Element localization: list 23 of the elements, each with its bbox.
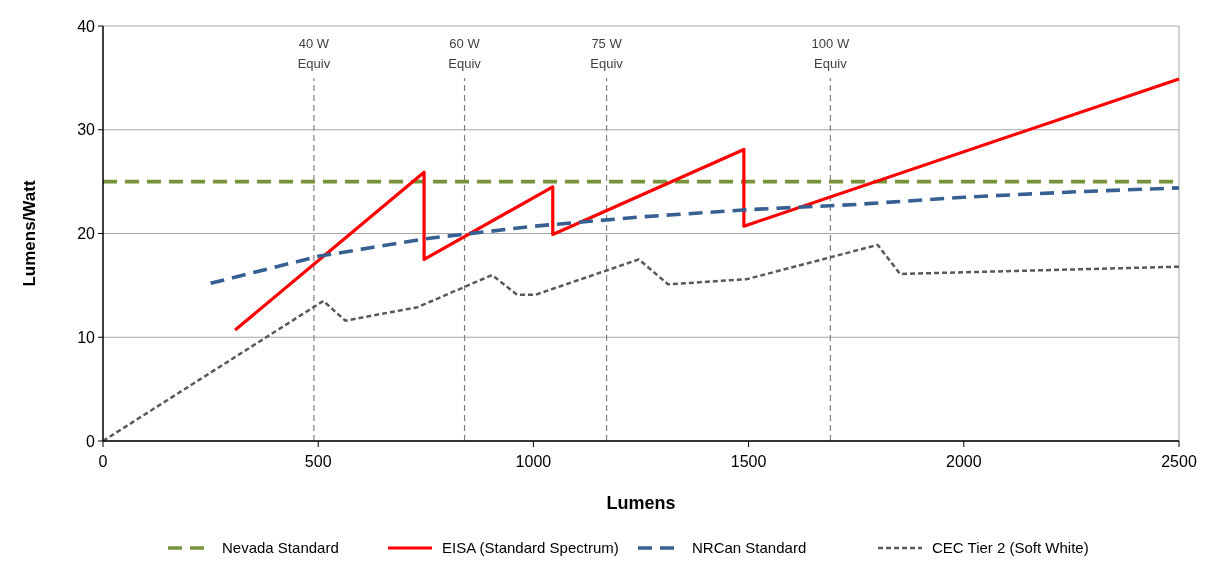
ref-line-label: 100 W Equiv <box>811 36 850 71</box>
y-axis-title: Lumens/Watt <box>20 180 39 287</box>
x-axis-title: Lumens <box>606 493 676 513</box>
x-tick-label: 1000 <box>515 453 552 470</box>
x-tick-label: 2000 <box>946 453 982 470</box>
legend-label: EISA (Standard Spectrum) <box>442 539 619 556</box>
y-tick-label: 40 <box>77 17 96 35</box>
ref-line-label: 40 W Equiv <box>297 36 331 71</box>
y-tick-label: 30 <box>77 121 96 139</box>
ref-line-label: 75 W Equiv <box>590 36 624 71</box>
y-tick-label: 10 <box>77 328 96 346</box>
y-tick-label: 20 <box>77 225 96 243</box>
x-tick-label: 1500 <box>730 453 767 470</box>
line-series <box>233 77 1181 332</box>
x-tick-label: 0 <box>98 453 108 470</box>
line-series <box>208 186 1181 286</box>
legend-label: CEC Tier 2 (Soft White) <box>932 539 1089 556</box>
y-tick-label: 0 <box>86 432 96 450</box>
legend-label: NRCan Standard <box>692 539 807 556</box>
ref-line-label: 60 W Equiv <box>448 36 482 71</box>
legend-label: Nevada Standard <box>222 539 339 556</box>
x-tick-label: 500 <box>304 453 332 470</box>
x-tick-label: 2500 <box>1161 453 1197 470</box>
